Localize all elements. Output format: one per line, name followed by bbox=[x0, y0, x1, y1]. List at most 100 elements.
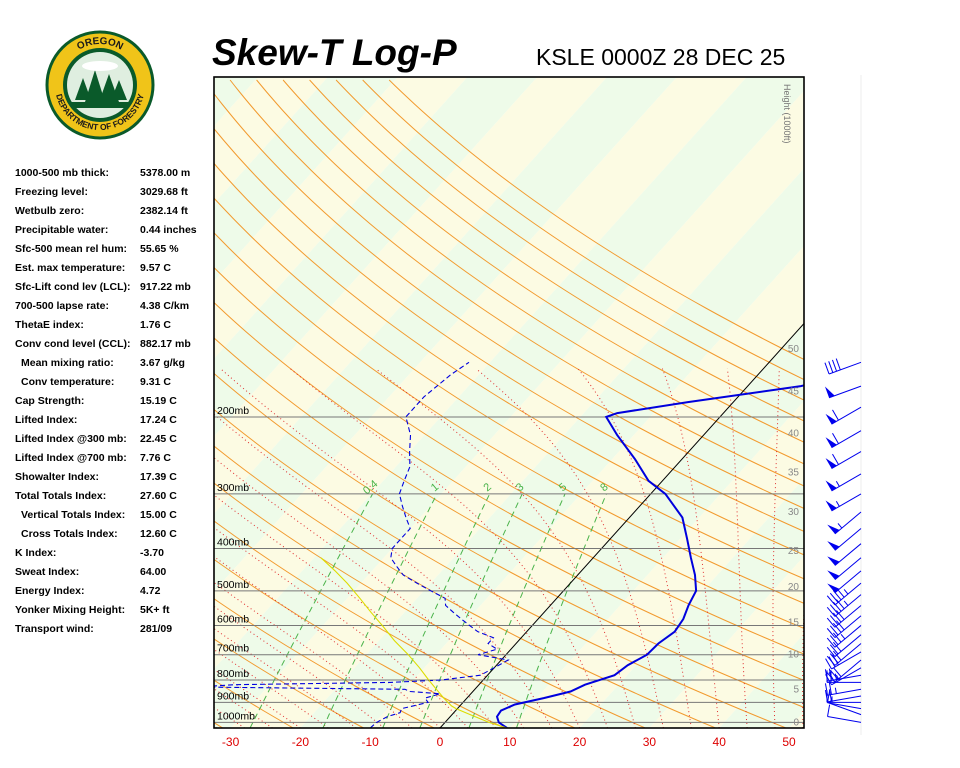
dry-adiabat bbox=[214, 372, 804, 708]
dewpoint-line bbox=[214, 361, 510, 728]
isotherm-band bbox=[509, 401, 804, 728]
index-value: 17.39 C bbox=[140, 471, 177, 483]
x-tick-label: -20 bbox=[292, 735, 310, 749]
index-row: ThetaE index: 1.76 C bbox=[15, 319, 215, 338]
wind-barb bbox=[827, 543, 862, 566]
index-label: Sfc-500 mean rel hum: bbox=[15, 243, 128, 255]
wind-barb bbox=[827, 690, 862, 710]
index-value: 917.22 mb bbox=[140, 281, 191, 293]
index-label: Yonker Mixing Height: bbox=[15, 604, 126, 616]
dry-adiabat bbox=[214, 598, 435, 728]
index-label: Sfc-Lift cond lev (LCL): bbox=[15, 281, 131, 293]
index-row: Cross Totals Index: 12.60 C bbox=[15, 528, 215, 547]
index-row: Conv temperature: 9.31 C bbox=[15, 376, 215, 395]
index-label: ThetaE index: bbox=[15, 319, 84, 331]
index-label: 700-500 lapse rate: bbox=[15, 300, 109, 312]
x-tick-label: 40 bbox=[713, 735, 727, 749]
index-label: Total Totals Index: bbox=[15, 490, 107, 502]
x-tick-label: 50 bbox=[782, 735, 796, 749]
moist-adiabat bbox=[802, 596, 804, 728]
index-value: -3.70 bbox=[140, 547, 164, 559]
index-label: K Index: bbox=[15, 547, 57, 559]
moist-adiabat bbox=[0, 567, 161, 728]
index-label: Lifted Index: bbox=[15, 414, 78, 426]
moist-adiabat bbox=[214, 688, 273, 728]
x-tick-label: -10 bbox=[362, 735, 380, 749]
pressure-label: 500mb bbox=[217, 579, 249, 591]
index-label: 1000-500 mb thick: bbox=[15, 167, 109, 179]
index-value: 3029.68 ft bbox=[140, 186, 188, 198]
wind-barb bbox=[827, 557, 862, 580]
dry-adiabat bbox=[214, 266, 804, 629]
index-label: Cap Strength: bbox=[15, 395, 85, 407]
pressure-label: 1000mb bbox=[217, 710, 255, 722]
dry-adiabat bbox=[214, 408, 787, 728]
wind-barb bbox=[826, 594, 862, 617]
index-row: Sweat Index: 64.00 bbox=[15, 566, 215, 585]
dry-adiabat bbox=[335, 79, 804, 401]
wind-barb bbox=[826, 615, 862, 638]
dry-adiabat bbox=[214, 520, 576, 728]
index-value: 5K+ ft bbox=[140, 604, 170, 616]
index-row: 700-500 lapse rate: 4.38 C/km bbox=[15, 300, 215, 319]
height-tick: 15 bbox=[788, 617, 800, 628]
logo-top-text: OREGON bbox=[75, 36, 124, 53]
index-label: Vertical Totals Index: bbox=[21, 509, 126, 521]
moist-adiabat bbox=[214, 668, 301, 728]
isotherm-band bbox=[579, 478, 804, 728]
index-label: Transport wind: bbox=[15, 623, 94, 635]
index-value: 4.38 C/km bbox=[140, 300, 190, 312]
index-value: 1.76 C bbox=[140, 319, 171, 331]
mixing-ratio-line bbox=[382, 493, 491, 728]
pressure-label: 800mb bbox=[217, 668, 249, 680]
moist-adiabat bbox=[214, 627, 357, 728]
dry-adiabat bbox=[214, 127, 804, 532]
index-row: Vertical Totals Index: 15.00 C bbox=[15, 509, 215, 528]
wind-barb bbox=[826, 625, 862, 648]
index-row: Wetbulb zero: 2382.14 ft bbox=[15, 205, 215, 224]
plot-frame bbox=[213, 76, 805, 729]
parcel-line bbox=[320, 557, 508, 728]
dry-adiabat bbox=[214, 301, 804, 655]
dry-adiabat bbox=[214, 482, 646, 728]
pressure-label: 700mb bbox=[217, 643, 249, 655]
wind-barb bbox=[826, 605, 862, 628]
index-value: 17.24 C bbox=[140, 414, 177, 426]
wind-barb bbox=[827, 511, 862, 535]
pressure-label: 300mb bbox=[217, 482, 249, 494]
dry-adiabat bbox=[214, 337, 804, 681]
wind-barb bbox=[824, 358, 862, 375]
pressure-label: 600mb bbox=[217, 613, 249, 625]
index-row: Lifted Index @300 mb: 22.45 C bbox=[15, 433, 215, 452]
x-tick-label: 20 bbox=[573, 735, 587, 749]
dry-adiabat bbox=[0, 80, 152, 728]
wind-barb bbox=[824, 385, 862, 399]
index-row: Est. max temperature: 9.57 C bbox=[15, 262, 215, 281]
index-label: Conv temperature: bbox=[21, 376, 115, 388]
moist-adiabat bbox=[289, 368, 608, 728]
x-tick-label: -30 bbox=[222, 735, 240, 749]
index-value: 12.60 C bbox=[140, 528, 177, 540]
station-time-label: KSLE 0000Z 28 DEC 25 bbox=[536, 44, 786, 70]
index-label: Precipitable water: bbox=[15, 224, 109, 236]
index-label: Mean mixing ratio: bbox=[21, 357, 114, 369]
temperature-line bbox=[495, 384, 804, 728]
moist-adiabat bbox=[214, 707, 245, 728]
height-tick: 10 bbox=[788, 650, 800, 661]
wind-barb bbox=[826, 634, 862, 657]
wind-barb bbox=[825, 667, 862, 686]
index-value: 4.72 bbox=[140, 585, 161, 597]
dry-adiabat bbox=[214, 92, 804, 509]
index-value: 27.60 C bbox=[140, 490, 177, 502]
index-row: 1000-500 mb thick: 5378.00 m bbox=[15, 167, 215, 186]
index-value: 882.17 mb bbox=[140, 338, 191, 350]
index-value: 15.00 C bbox=[140, 509, 177, 521]
index-label: Lifted Index @300 mb: bbox=[15, 433, 127, 445]
sounding-indices-panel: 1000-500 mb thick: 5378.00 m Freezing leve… bbox=[15, 167, 215, 642]
moist-adiabat bbox=[214, 494, 497, 728]
chart-title: Skew-T Log-P bbox=[212, 32, 457, 73]
index-row: Cap Strength: 15.19 C bbox=[15, 395, 215, 414]
wind-barb bbox=[824, 689, 862, 703]
index-label: Lifted Index @700 mb: bbox=[15, 452, 127, 464]
